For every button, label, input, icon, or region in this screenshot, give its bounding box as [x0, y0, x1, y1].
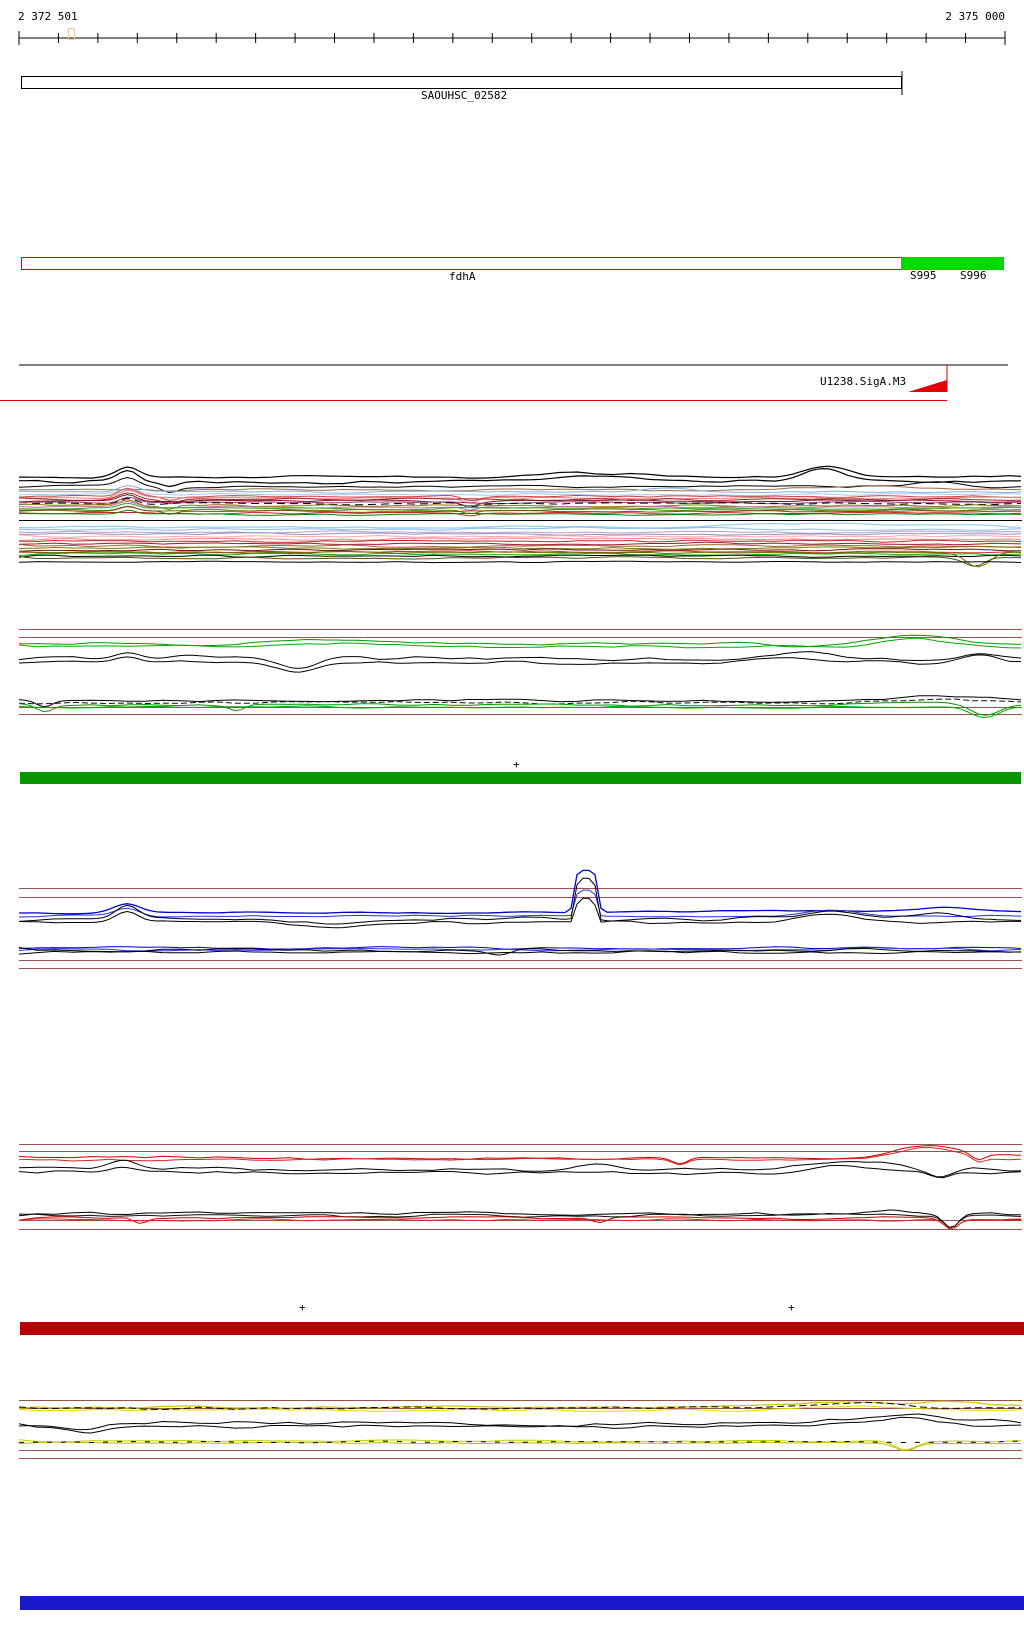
- plot-series: [18, 1216, 1022, 1230]
- plot-series: [18, 537, 1022, 541]
- plot-series: [18, 637, 1022, 649]
- plot-series: [18, 1218, 1022, 1230]
- s995-label: S995: [910, 269, 937, 282]
- plot-series: [18, 534, 1021, 538]
- plot-series: [18, 499, 1021, 511]
- plot-series: [18, 554, 1022, 558]
- plot-series: [18, 522, 1022, 529]
- plus-marker-red-2: +: [788, 1301, 795, 1314]
- plot-series: [18, 492, 1022, 505]
- plot-series: [18, 1165, 1022, 1179]
- green-box[interactable]: [901, 257, 1004, 270]
- plot-series: [18, 947, 1022, 956]
- plot-series: [18, 654, 1021, 673]
- plot-series: [18, 877, 1022, 925]
- plot-series: [18, 1441, 1022, 1452]
- blue-bar[interactable]: [20, 1596, 1024, 1610]
- red-bar[interactable]: [20, 1322, 1024, 1335]
- plot-series: [18, 698, 1022, 705]
- plot-series: [18, 497, 1022, 508]
- plot-series: [18, 1413, 1022, 1431]
- green-bar[interactable]: [20, 772, 1021, 784]
- plot-series: [18, 1405, 1022, 1412]
- plot-series: [19, 509, 1022, 516]
- plot-series: [19, 484, 1021, 492]
- plot-series: [18, 488, 1022, 496]
- plot-series: [18, 494, 1022, 507]
- plot-series: [19, 532, 1022, 536]
- plot-series: [19, 869, 1022, 915]
- gene-box[interactable]: [21, 76, 902, 89]
- plot-series: [18, 477, 1022, 494]
- plot-series: [19, 467, 1022, 488]
- plot-series: [18, 897, 1021, 929]
- plot-series: [18, 950, 1022, 955]
- plus-marker-green: +: [513, 758, 520, 771]
- plot-series: [18, 552, 1022, 557]
- plot-series: [18, 1146, 1022, 1166]
- plot-series: [18, 1401, 1022, 1411]
- plot-series: [18, 889, 1022, 918]
- plot-series: [18, 541, 1022, 546]
- plot-series: [18, 1439, 1022, 1451]
- plot-series: [18, 539, 1022, 543]
- plot-series: [18, 544, 1022, 548]
- plot-series: [18, 560, 1022, 564]
- plot-series: [18, 556, 1022, 567]
- fdh-label: fdhA: [449, 270, 476, 283]
- tss-triangle: [908, 380, 947, 392]
- plot-series: [18, 485, 1022, 494]
- fdh-box[interactable]: [21, 257, 902, 270]
- plot-series: [18, 530, 1022, 534]
- plot-series: [18, 548, 1022, 552]
- ruler-left-label: 2 372 501: [18, 10, 78, 23]
- plot-series: [18, 546, 1022, 550]
- plot-series: [18, 1145, 1022, 1165]
- plot-series: [18, 1416, 1022, 1434]
- plot-series: [18, 506, 1022, 515]
- plot-series: [18, 946, 1022, 950]
- plot-series: [18, 550, 1021, 568]
- plot-series: [18, 651, 1022, 669]
- selection-cursor[interactable]: [68, 28, 75, 40]
- plot-series: [19, 465, 1022, 479]
- plot-series: [18, 705, 1022, 719]
- plot-series: [18, 1159, 1022, 1178]
- sig-site-label: U1238.SigA.M3: [820, 375, 907, 388]
- plot-series: [18, 526, 1022, 531]
- plot-series: [18, 701, 1022, 716]
- s996-label: S996: [960, 269, 987, 282]
- plot-series: [18, 489, 1022, 504]
- ruler-right-label: 2 375 000: [945, 10, 1005, 23]
- plot-series: [18, 695, 1022, 708]
- plot-series: [18, 1209, 1022, 1228]
- plot-series: [18, 502, 1022, 511]
- gene-label: SAOUHSC_02582: [421, 89, 508, 102]
- plus-marker-red-1: +: [299, 1301, 306, 1314]
